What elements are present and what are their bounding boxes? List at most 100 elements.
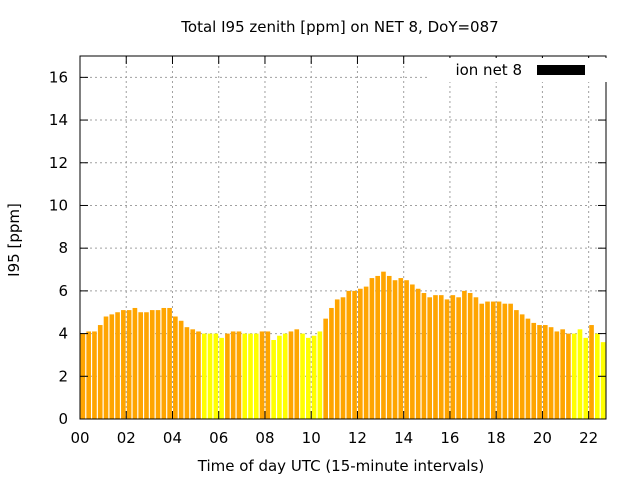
bar	[97, 325, 103, 419]
bar	[109, 314, 115, 419]
bar	[259, 331, 265, 419]
bar	[178, 320, 184, 419]
x-tick-label: 10	[302, 429, 321, 447]
bar	[317, 331, 323, 419]
bar	[438, 295, 444, 419]
y-axis-label: I95 [ppm]	[5, 203, 23, 277]
bar	[248, 333, 253, 419]
bar	[514, 310, 519, 419]
bar	[519, 314, 525, 419]
bar	[490, 301, 496, 419]
bar	[392, 280, 398, 419]
bar	[571, 333, 577, 419]
bar	[444, 299, 450, 419]
bar	[144, 312, 149, 419]
bar	[450, 295, 456, 419]
bar	[496, 301, 502, 419]
bar	[219, 337, 224, 419]
bar	[560, 329, 565, 419]
bar	[277, 335, 282, 419]
x-tick-label: 06	[209, 429, 228, 447]
bar	[583, 337, 589, 419]
bar	[456, 297, 461, 419]
x-axis-label: Time of day UTC (15-minute intervals)	[197, 457, 484, 475]
plot-frame	[79, 55, 607, 420]
y-tick-label: 2	[58, 367, 68, 385]
x-tick-label: 14	[394, 429, 413, 447]
bar	[300, 333, 305, 419]
bar	[340, 297, 346, 419]
bar	[230, 331, 236, 419]
bar	[288, 331, 294, 419]
bar	[427, 297, 433, 419]
bar	[115, 312, 120, 419]
bar	[577, 329, 583, 419]
x-tick-label: 12	[348, 429, 367, 447]
bar	[508, 303, 513, 419]
bar	[398, 278, 404, 419]
bar	[531, 322, 537, 419]
y-tick-label: 14	[49, 111, 68, 129]
bar	[386, 275, 392, 419]
bar	[236, 331, 242, 419]
bar	[548, 327, 554, 419]
bar	[404, 280, 409, 419]
bar	[410, 284, 415, 419]
bar	[184, 327, 190, 419]
x-tick-label: 22	[579, 429, 598, 447]
bar	[294, 329, 300, 419]
y-tick-label: 4	[58, 325, 68, 343]
bar	[213, 333, 219, 419]
bar	[375, 275, 380, 419]
bar	[161, 307, 167, 419]
y-tick-label: 6	[58, 282, 68, 300]
y-tick-label: 10	[49, 196, 68, 214]
bar	[334, 299, 340, 419]
y-tick-label: 12	[49, 154, 68, 172]
bar	[502, 303, 508, 419]
x-tick-label: 02	[117, 429, 136, 447]
bar	[433, 295, 438, 419]
bar	[311, 335, 317, 419]
bar	[421, 293, 427, 419]
bar	[537, 325, 542, 419]
bar	[92, 331, 97, 419]
bar	[138, 312, 143, 419]
legend: ion net 8	[428, 58, 608, 82]
bar	[589, 325, 594, 419]
bar	[363, 286, 369, 419]
bar	[149, 310, 155, 419]
bar	[381, 271, 386, 419]
bar	[265, 331, 271, 419]
bar	[346, 290, 352, 419]
chart-title: Total I95 zenith [ppm] on NET 8, DoY=087	[180, 18, 498, 36]
bar	[329, 307, 334, 419]
x-tick-label: 16	[440, 429, 459, 447]
bar	[242, 333, 248, 419]
bar	[525, 318, 531, 419]
bar	[201, 333, 207, 419]
legend-label: ion net 8	[455, 61, 522, 79]
bar	[358, 288, 363, 419]
bar	[369, 278, 375, 419]
bar	[225, 333, 230, 419]
bar	[253, 333, 259, 419]
bar	[132, 307, 138, 419]
bar	[467, 293, 473, 419]
y-tick-label: 0	[58, 410, 68, 428]
bar	[473, 297, 479, 419]
bar	[196, 331, 201, 419]
bar	[462, 290, 467, 419]
bar	[479, 303, 485, 419]
bar	[323, 318, 328, 419]
bar	[103, 316, 109, 419]
bar	[600, 342, 606, 419]
bar	[282, 333, 288, 419]
bar	[126, 310, 132, 419]
bar	[86, 331, 91, 419]
bar	[554, 331, 560, 419]
bar	[167, 307, 172, 419]
bar	[543, 325, 548, 419]
